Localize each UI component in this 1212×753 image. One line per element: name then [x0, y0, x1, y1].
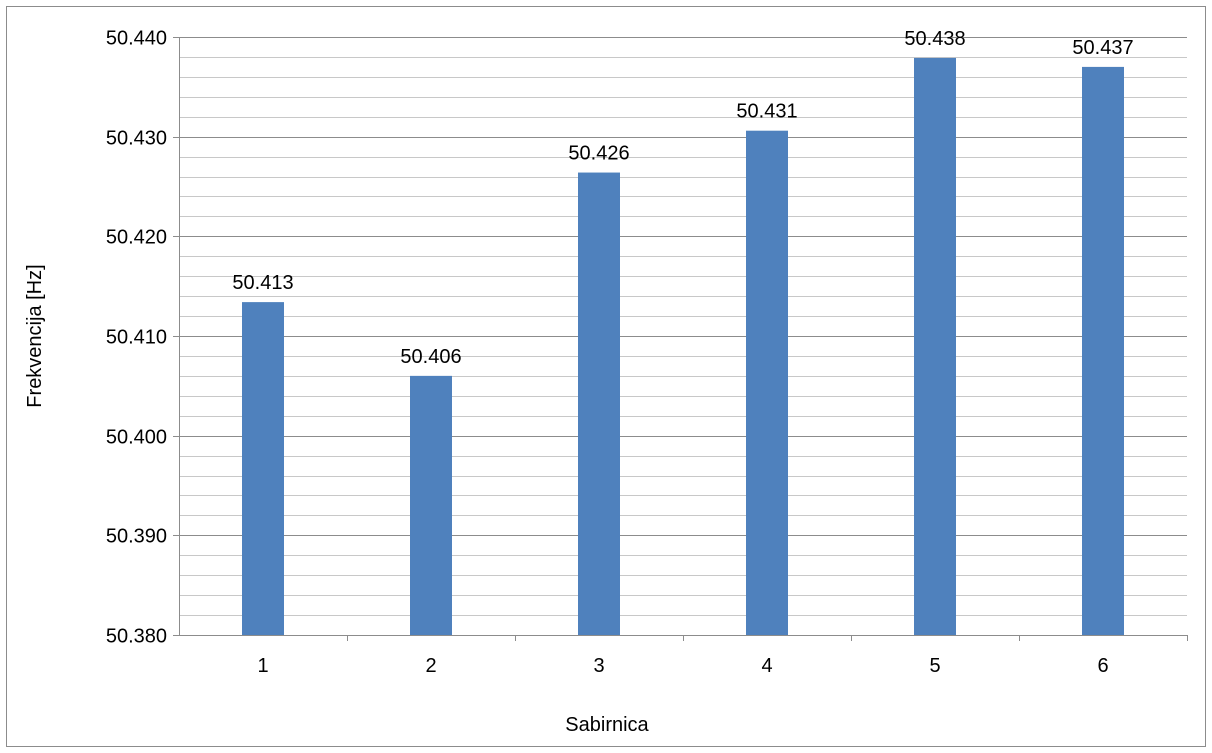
data-label: 50.426	[568, 143, 629, 165]
x-tick-label: 3	[593, 655, 604, 677]
y-tick-label: 50.410	[106, 327, 167, 349]
y-tick-label: 50.390	[106, 526, 167, 548]
data-label: 50.413	[232, 272, 293, 294]
bar-4	[746, 130, 788, 636]
x-tick-label: 6	[1097, 655, 1108, 677]
bar-1	[242, 302, 284, 635]
data-label: 50.437	[1072, 37, 1133, 59]
x-axis-title: Sabirnica	[565, 714, 649, 736]
x-tick-label: 5	[929, 655, 940, 677]
bar-5	[914, 57, 956, 636]
data-label: 50.438	[904, 28, 965, 50]
bar-series	[242, 57, 1124, 636]
x-tick-label: 2	[425, 655, 436, 677]
data-label: 50.406	[400, 346, 461, 368]
bar-6	[1082, 66, 1124, 635]
bar-3	[578, 172, 620, 635]
x-tick-label: 4	[761, 655, 772, 677]
axes	[173, 37, 1188, 641]
y-tick-label: 50.440	[106, 28, 167, 50]
y-tick-label: 50.380	[106, 626, 167, 648]
y-tick-label: 50.400	[106, 427, 167, 449]
grid-lines	[179, 37, 1187, 616]
data-label: 50.431	[736, 101, 797, 123]
y-tick-label: 50.420	[106, 227, 167, 249]
y-axis-title: Frekvencija [Hz]	[24, 264, 46, 407]
labels: 50.380 50.390 50.400 50.410 50.420 50.430 50.4…	[106, 28, 1134, 678]
y-tick-label: 50.430	[106, 128, 167, 150]
bar-2	[410, 375, 452, 635]
x-tick-label: 1	[257, 655, 268, 677]
